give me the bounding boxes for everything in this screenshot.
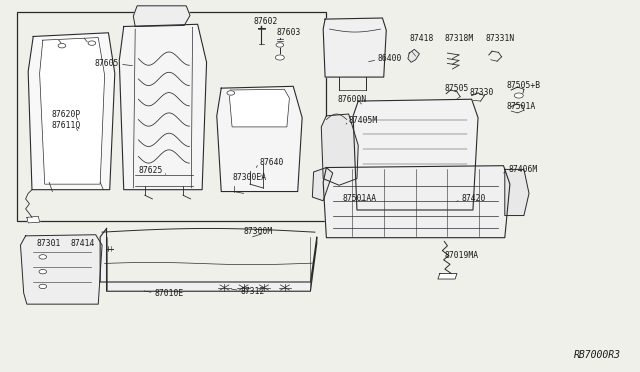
Polygon shape (27, 216, 40, 223)
Text: RB7000R3: RB7000R3 (574, 350, 621, 360)
Circle shape (39, 284, 47, 289)
Text: 87010E: 87010E (154, 289, 184, 298)
Circle shape (276, 43, 284, 47)
Text: 87603: 87603 (276, 28, 301, 36)
Text: 87318M: 87318M (444, 34, 474, 43)
Text: 87300EA: 87300EA (233, 173, 267, 182)
Text: 87600N: 87600N (337, 95, 367, 104)
Text: 87640: 87640 (259, 157, 284, 167)
Polygon shape (312, 167, 333, 201)
Text: 87611Q: 87611Q (51, 121, 81, 129)
Polygon shape (100, 228, 317, 291)
Circle shape (39, 269, 47, 274)
Text: 87418: 87418 (409, 34, 433, 43)
Circle shape (39, 255, 47, 259)
Text: 87300M: 87300M (244, 227, 273, 236)
Polygon shape (438, 273, 457, 279)
Circle shape (227, 91, 235, 95)
Text: 87312: 87312 (241, 287, 265, 296)
Circle shape (58, 44, 66, 48)
Circle shape (515, 93, 524, 98)
Text: 87505: 87505 (444, 84, 468, 93)
Polygon shape (28, 33, 115, 190)
Polygon shape (230, 89, 289, 127)
Polygon shape (321, 114, 358, 185)
Text: 87605: 87605 (95, 59, 119, 68)
Text: 87625: 87625 (138, 166, 163, 175)
Text: 87501AA: 87501AA (342, 195, 376, 203)
Polygon shape (408, 49, 419, 62)
Text: 87505+B: 87505+B (507, 81, 541, 90)
Polygon shape (505, 169, 529, 215)
Polygon shape (119, 24, 207, 190)
Text: 87420: 87420 (461, 195, 486, 203)
Circle shape (88, 41, 96, 45)
Text: 87501A: 87501A (507, 102, 536, 111)
Polygon shape (323, 18, 387, 77)
Polygon shape (353, 99, 478, 210)
Polygon shape (217, 86, 302, 192)
Text: 87414: 87414 (70, 239, 95, 248)
Text: 86400: 86400 (378, 54, 402, 63)
Bar (17, 13, 326, 221)
Polygon shape (20, 235, 102, 304)
Polygon shape (133, 6, 190, 26)
Circle shape (275, 55, 284, 60)
Text: 87405M: 87405M (349, 116, 378, 125)
Text: 87406M: 87406M (509, 165, 538, 174)
Text: 87019MA: 87019MA (444, 251, 478, 260)
Text: 87331N: 87331N (486, 34, 515, 43)
Polygon shape (323, 166, 510, 238)
Text: 87301: 87301 (36, 239, 61, 248)
Text: 87330: 87330 (469, 88, 493, 97)
Text: 87620P: 87620P (51, 109, 81, 119)
Polygon shape (40, 38, 104, 184)
Text: 87602: 87602 (253, 17, 278, 26)
